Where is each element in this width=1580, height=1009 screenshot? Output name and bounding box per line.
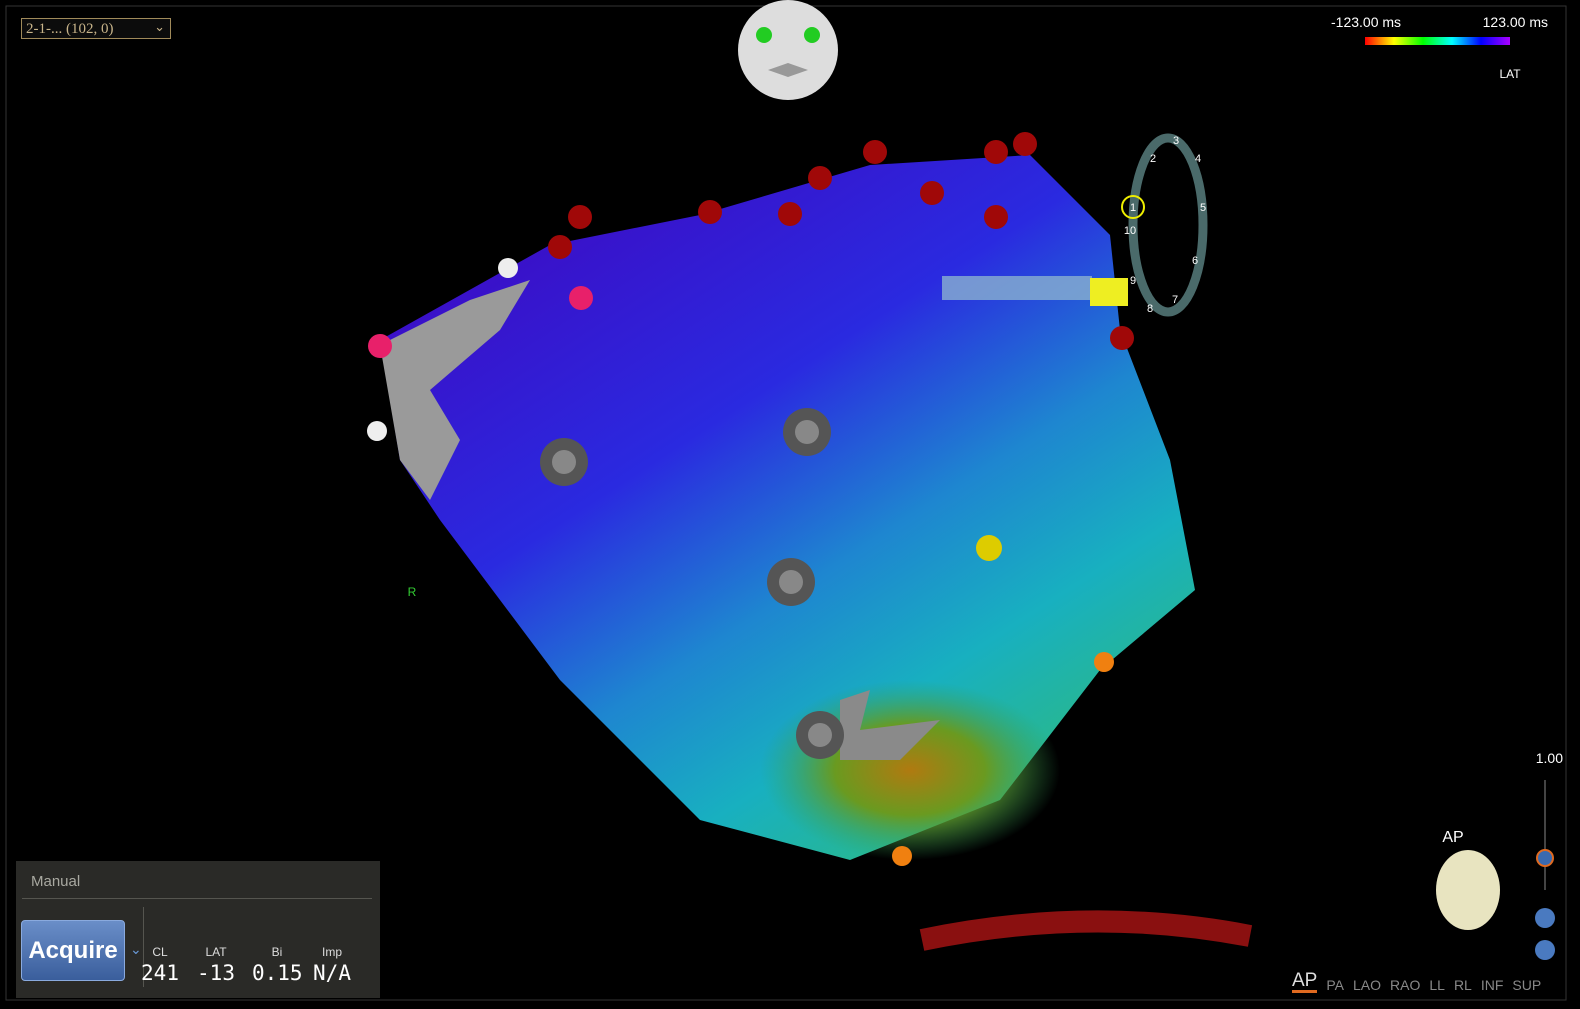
- electrode-label: 4: [1195, 153, 1201, 165]
- electrode-label: 6: [1192, 255, 1198, 267]
- view-button[interactable]: LL: [1429, 977, 1445, 993]
- white-point: [367, 421, 387, 441]
- field: Imp N/A: [309, 945, 355, 985]
- red-point: [1110, 326, 1134, 350]
- scale-min: -123.00 ms: [1331, 14, 1401, 30]
- marker-label: R: [408, 585, 417, 599]
- red-point: [1013, 132, 1037, 156]
- yellow-point: [976, 535, 1002, 561]
- red-point: [548, 235, 572, 259]
- red-point: [568, 205, 592, 229]
- panel-title: Manual: [31, 873, 81, 890]
- electrode-label: 3: [1173, 135, 1179, 147]
- view-button[interactable]: RAO: [1390, 977, 1421, 993]
- tag-point: [808, 723, 832, 747]
- view-button[interactable]: RL: [1453, 977, 1472, 993]
- white-point: [498, 258, 518, 278]
- rotate-button[interactable]: [1535, 940, 1555, 960]
- zoom-handle[interactable]: [1536, 849, 1554, 867]
- heart-map: [380, 155, 1195, 860]
- field-value: 0.15: [252, 961, 303, 985]
- tag-point: [779, 570, 803, 594]
- scale-max: 123.00 ms: [1483, 14, 1548, 30]
- orientation-label: AP: [1442, 829, 1463, 846]
- field-value: N/A: [313, 961, 351, 985]
- field-label: Bi: [271, 945, 283, 959]
- tag-point: [795, 420, 819, 444]
- tag-point: [552, 450, 576, 474]
- catheter-loop: [942, 133, 1208, 317]
- electrode-label: 1: [1130, 202, 1136, 214]
- red-point: [808, 166, 832, 190]
- map-dropdown[interactable]: 2-1-... (102, 0): [21, 16, 171, 39]
- view-button[interactable]: AP: [1292, 970, 1318, 993]
- field-label: LAT: [205, 945, 227, 959]
- red-point: [778, 202, 802, 226]
- electrode-label: 9: [1130, 275, 1136, 287]
- red-point: [863, 140, 887, 164]
- view-buttons: AP PA LAO RAO LL RL INF SUP: [1292, 970, 1542, 993]
- divider: [143, 907, 144, 987]
- field-label: CL: [152, 945, 168, 959]
- field-value: 241: [141, 961, 179, 985]
- view-button[interactable]: LAO: [1353, 977, 1382, 993]
- red-point: [984, 140, 1008, 164]
- view-button[interactable]: PA: [1326, 977, 1344, 993]
- cs-catheter: [919, 910, 1253, 951]
- heart-icon: [1436, 850, 1500, 930]
- pink-point: [569, 286, 593, 310]
- orange-point: [1094, 652, 1114, 672]
- red-point: [698, 200, 722, 224]
- acquire-menu[interactable]: ⌄: [130, 941, 142, 957]
- electrode-label: 5: [1200, 202, 1206, 214]
- divider: [22, 898, 372, 899]
- rotate-button[interactable]: [1535, 908, 1555, 928]
- electrode-label: 10: [1124, 225, 1136, 237]
- acquire-panel: Manual Acquire ⌄ CL 241 LAT -13 Bi 0.15 Imp N/A: [16, 861, 380, 998]
- scale-mode: LAT: [1499, 67, 1521, 81]
- face-icon: [738, 0, 838, 100]
- orange-point: [892, 846, 912, 866]
- electrode-label: 2: [1150, 153, 1156, 165]
- field: Bi 0.15: [252, 945, 303, 985]
- zoom-value: 1.00: [1536, 750, 1563, 766]
- field: LAT -13: [196, 945, 236, 985]
- view-button[interactable]: SUP: [1512, 977, 1542, 993]
- field-label: Imp: [321, 945, 342, 959]
- red-point: [984, 205, 1008, 229]
- electrode-label: 8: [1147, 303, 1153, 315]
- pink-point: [368, 334, 392, 358]
- points: [367, 132, 1134, 866]
- electrode-label: 7: [1172, 294, 1178, 306]
- field: CL 241: [140, 945, 180, 985]
- acquire-button[interactable]: Acquire: [21, 920, 125, 981]
- red-point: [920, 181, 944, 205]
- field-value: -13: [197, 961, 235, 985]
- view-button[interactable]: INF: [1480, 977, 1504, 993]
- color-scale-bar: [1365, 37, 1510, 45]
